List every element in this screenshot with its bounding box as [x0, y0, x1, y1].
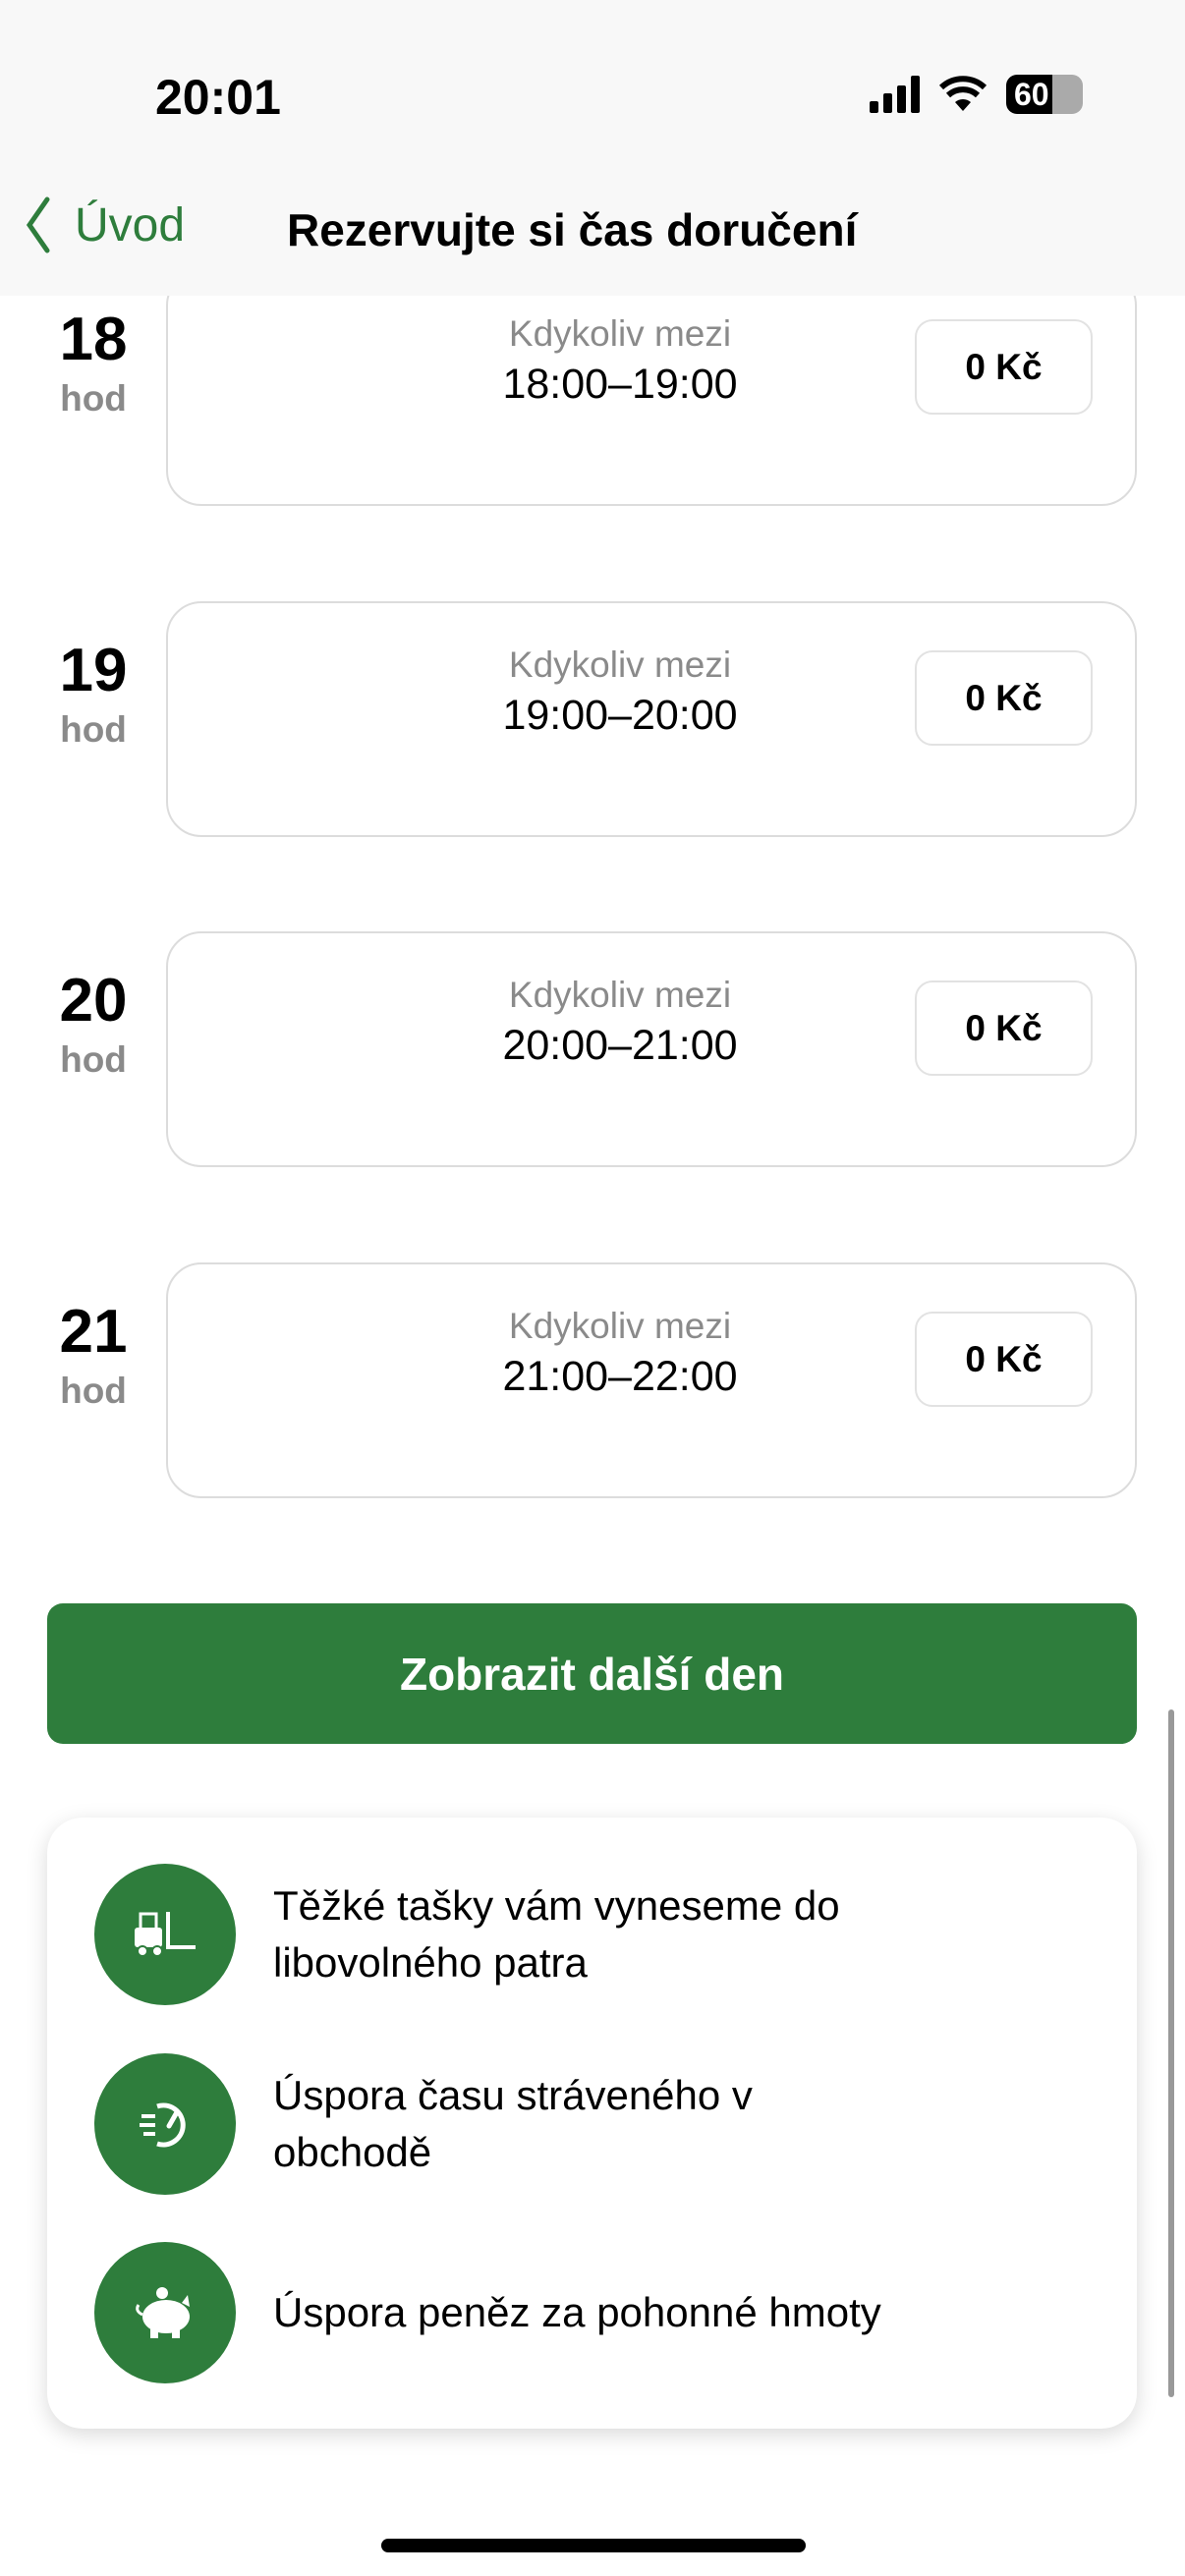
time-slot[interactable]: 18 hod Kdykoliv mezi 18:00–19:00 0 Kč [0, 270, 1185, 506]
back-label: Úvod [75, 198, 186, 252]
home-indicator[interactable] [381, 2539, 806, 2552]
slot-card[interactable]: Kdykoliv mezi 20:00–21:00 0 Kč [166, 931, 1137, 1167]
forklift-icon [94, 1864, 236, 2005]
slot-label: Kdykoliv mezi [508, 313, 732, 354]
fast-clock-icon [94, 2053, 236, 2195]
slot-hour: 19 hod [59, 637, 128, 751]
slot-card[interactable]: Kdykoliv mezi 19:00–20:00 0 Kč [166, 601, 1137, 837]
status-icons: 60 [870, 75, 1083, 114]
show-next-day-button[interactable]: Zobrazit další den [47, 1603, 1137, 1744]
slot-range: 19:00–20:00 [502, 692, 738, 739]
time-slot[interactable]: 21 hod Kdykoliv mezi 21:00–22:00 0 Kč [0, 1262, 1185, 1498]
time-slot[interactable]: 19 hod Kdykoliv mezi 19:00–20:00 0 Kč [0, 601, 1185, 837]
benefit-item: Úspora času stráveného v obchodě [94, 2053, 902, 2195]
slot-price[interactable]: 0 Kč [915, 1312, 1093, 1407]
chevron-left-icon [26, 196, 50, 253]
slot-hour: 18 hod [59, 306, 128, 420]
slot-range: 21:00–22:00 [502, 1353, 738, 1400]
header: 20:01 60 Úvod Rezervujte si čas doručení [0, 0, 1185, 296]
scrollbar[interactable] [1168, 1709, 1174, 2397]
time-slot[interactable]: 20 hod Kdykoliv mezi 20:00–21:00 0 Kč [0, 931, 1185, 1167]
slot-hour: 20 hod [59, 967, 128, 1081]
slot-price[interactable]: 0 Kč [915, 980, 1093, 1076]
status-time: 20:01 [155, 70, 281, 125]
benefit-item: Těžké tašky vám vyneseme do libovolného … [94, 1864, 902, 2005]
slot-range: 18:00–19:00 [502, 361, 738, 408]
battery-icon: 60 [1006, 75, 1083, 114]
benefit-text: Úspora peněz za pohonné hmoty [273, 2289, 881, 2335]
slot-label: Kdykoliv mezi [508, 975, 732, 1015]
piggy-bank-icon [94, 2242, 236, 2383]
back-button[interactable]: Úvod [26, 196, 185, 253]
page-title: Rezervujte si čas doručení [287, 204, 858, 255]
slot-label: Kdykoliv mezi [508, 1306, 732, 1346]
slot-hour: 21 hod [59, 1298, 128, 1412]
wifi-icon [939, 76, 987, 111]
benefit-item: Úspora peněz za pohonné hmoty [94, 2242, 902, 2383]
benefits-card: Těžké tašky vám vyneseme do libovolného … [47, 1818, 1137, 2429]
slot-label: Kdykoliv mezi [508, 644, 732, 685]
cellular-signal-icon [870, 76, 920, 113]
slot-card[interactable]: Kdykoliv mezi 18:00–19:00 0 Kč [166, 270, 1137, 506]
benefit-text: Úspora času stráveného v obchodě [273, 2072, 753, 2175]
slot-price[interactable]: 0 Kč [915, 650, 1093, 746]
slot-price[interactable]: 0 Kč [915, 319, 1093, 415]
slot-card[interactable]: Kdykoliv mezi 21:00–22:00 0 Kč [166, 1262, 1137, 1498]
slot-range: 20:00–21:00 [502, 1022, 738, 1069]
benefit-text: Těžké tašky vám vyneseme do libovolného … [273, 1882, 840, 1986]
